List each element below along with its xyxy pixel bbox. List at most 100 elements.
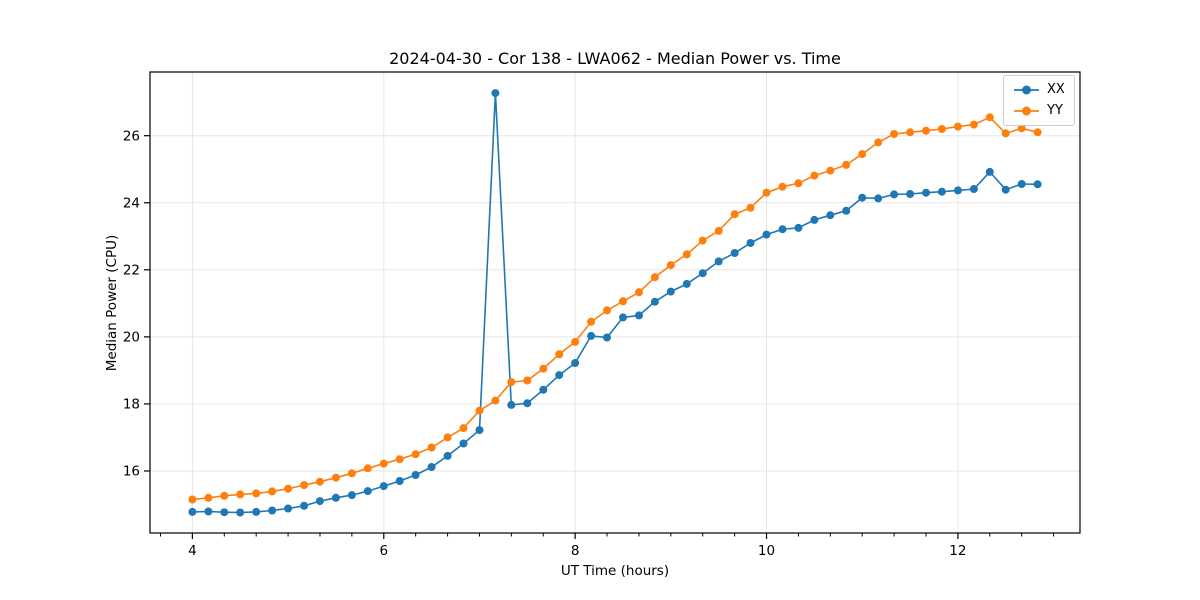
data-point-xx <box>666 287 675 296</box>
data-point-xx <box>842 206 851 215</box>
data-point-xx <box>858 193 867 202</box>
data-point-yy <box>539 364 548 373</box>
data-point-yy <box>284 484 293 493</box>
data-point-xx <box>395 477 404 485</box>
data-point-xx <box>874 194 883 203</box>
x-tick-label: 12 <box>949 543 966 559</box>
y-tick-label: 26 <box>123 128 140 144</box>
data-point-yy <box>682 250 691 259</box>
data-point-xx <box>587 331 596 340</box>
data-point-xx <box>427 463 436 471</box>
data-point-yy <box>411 450 420 459</box>
data-point-xx <box>635 311 643 320</box>
data-point-xx <box>379 482 388 491</box>
data-point-yy <box>236 490 245 499</box>
y-tick-label: 20 <box>123 330 140 346</box>
data-point-yy <box>746 203 755 212</box>
data-point-yy <box>491 396 500 405</box>
legend-item-yy: YY <box>1013 104 1065 118</box>
data-point-xx <box>746 239 755 247</box>
data-point-xx <box>571 359 580 367</box>
data-point-xx <box>188 507 197 516</box>
data-point-yy <box>427 443 436 452</box>
legend: XX YY <box>1003 75 1075 126</box>
data-point-xx <box>523 399 532 408</box>
data-point-xx <box>890 190 899 199</box>
legend-item-xx: XX <box>1013 83 1065 97</box>
data-point-xx <box>459 439 468 448</box>
data-point-yy <box>953 122 962 131</box>
data-point-yy <box>347 469 356 478</box>
data-point-xx <box>603 333 611 342</box>
data-point-xx <box>284 504 293 513</box>
legend-line-marker-yy <box>1014 106 1039 116</box>
data-point-yy <box>379 459 388 468</box>
data-point-yy <box>363 464 372 473</box>
data-point-xx <box>220 508 229 517</box>
chart-title: 2024-04-30 - Cor 138 - LWA062 - Median P… <box>389 49 841 68</box>
data-point-xx <box>507 400 516 409</box>
data-point-yy <box>810 171 819 180</box>
data-point-yy <box>906 128 915 137</box>
data-point-yy <box>874 138 883 147</box>
data-point-xx <box>714 257 723 266</box>
data-point-xx <box>906 190 915 198</box>
data-point-xx <box>650 297 659 306</box>
data-point-xx <box>252 507 261 516</box>
data-point-xx <box>1001 185 1010 194</box>
data-point-yy <box>842 160 851 169</box>
data-point-xx <box>794 223 803 232</box>
x-axis-label: UT Time (hours) <box>560 563 670 579</box>
data-point-yy <box>571 337 580 346</box>
data-point-xx <box>268 506 277 515</box>
y-tick-label: 22 <box>123 263 140 279</box>
data-point-yy <box>443 433 452 442</box>
data-point-xx <box>443 451 452 460</box>
data-point-xx <box>810 215 819 224</box>
data-point-xx <box>300 501 309 510</box>
x-tick-label: 6 <box>379 543 388 559</box>
data-point-yy <box>204 493 213 502</box>
data-point-xx <box>236 508 245 517</box>
data-point-yy <box>650 273 659 282</box>
data-point-yy <box>1001 129 1010 138</box>
data-point-yy <box>507 378 516 387</box>
x-tick-label: 10 <box>758 543 775 559</box>
x-tick-label: 8 <box>571 543 580 559</box>
data-point-yy <box>555 350 564 359</box>
data-point-xx <box>778 225 787 234</box>
data-point-yy <box>523 376 532 385</box>
data-point-xx <box>491 89 500 98</box>
data-point-yy <box>603 306 611 315</box>
data-point-xx <box>331 493 340 502</box>
data-point-xx <box>969 185 978 193</box>
data-point-yy <box>937 125 946 133</box>
data-point-yy <box>858 150 867 159</box>
data-point-yy <box>252 489 261 498</box>
data-point-yy <box>922 126 930 135</box>
x-tick-label: 4 <box>188 543 197 559</box>
data-point-yy <box>220 491 229 500</box>
data-point-yy <box>268 487 277 496</box>
data-point-yy <box>635 288 643 297</box>
data-point-xx <box>539 385 548 394</box>
data-point-yy <box>587 317 596 326</box>
data-point-xx <box>619 313 627 322</box>
data-point-yy <box>1017 124 1026 133</box>
y-tick-label: 16 <box>123 464 140 480</box>
data-point-yy <box>188 495 197 504</box>
data-point-xx <box>922 188 930 197</box>
data-point-yy <box>969 120 978 129</box>
data-point-xx <box>363 487 372 496</box>
series-line-yy <box>192 116 1038 501</box>
data-point-xx <box>762 230 771 239</box>
data-point-xx <box>826 211 835 220</box>
data-point-xx <box>953 186 962 195</box>
data-point-xx <box>730 249 739 257</box>
legend-label-yy: YY <box>1047 103 1063 118</box>
y-tick-label: 18 <box>123 397 140 413</box>
y-axis-label: Median Power (CPU) <box>104 234 120 372</box>
data-point-yy <box>714 226 723 235</box>
data-point-xx <box>1033 180 1042 189</box>
